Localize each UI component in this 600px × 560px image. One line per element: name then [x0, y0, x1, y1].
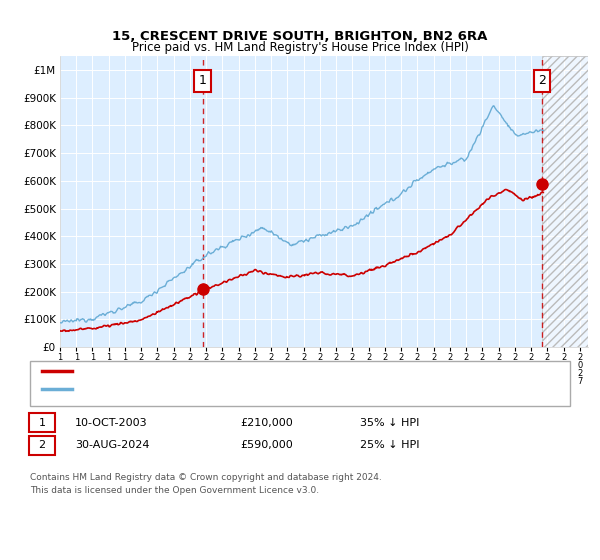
Text: 1: 1 [199, 74, 206, 87]
Text: HPI: Average price, detached house, Brighton and Hove: HPI: Average price, detached house, Brig… [84, 384, 374, 394]
Text: Price paid vs. HM Land Registry's House Price Index (HPI): Price paid vs. HM Land Registry's House … [131, 41, 469, 54]
Text: 10-OCT-2003: 10-OCT-2003 [75, 418, 148, 428]
Text: 15, CRESCENT DRIVE SOUTH, BRIGHTON, BN2 6RA (detached house): 15, CRESCENT DRIVE SOUTH, BRIGHTON, BN2 … [84, 366, 443, 376]
Text: £210,000: £210,000 [240, 418, 293, 428]
Text: £590,000: £590,000 [240, 440, 293, 450]
Text: 1: 1 [38, 418, 46, 428]
Text: 2: 2 [538, 74, 546, 87]
Text: 25% ↓ HPI: 25% ↓ HPI [360, 440, 419, 450]
Text: 35% ↓ HPI: 35% ↓ HPI [360, 418, 419, 428]
Text: 30-AUG-2024: 30-AUG-2024 [75, 440, 149, 450]
Text: 2: 2 [38, 440, 46, 450]
Text: 15, CRESCENT DRIVE SOUTH, BRIGHTON, BN2 6RA: 15, CRESCENT DRIVE SOUTH, BRIGHTON, BN2 … [112, 30, 488, 43]
Text: Contains HM Land Registry data © Crown copyright and database right 2024.
This d: Contains HM Land Registry data © Crown c… [30, 473, 382, 494]
